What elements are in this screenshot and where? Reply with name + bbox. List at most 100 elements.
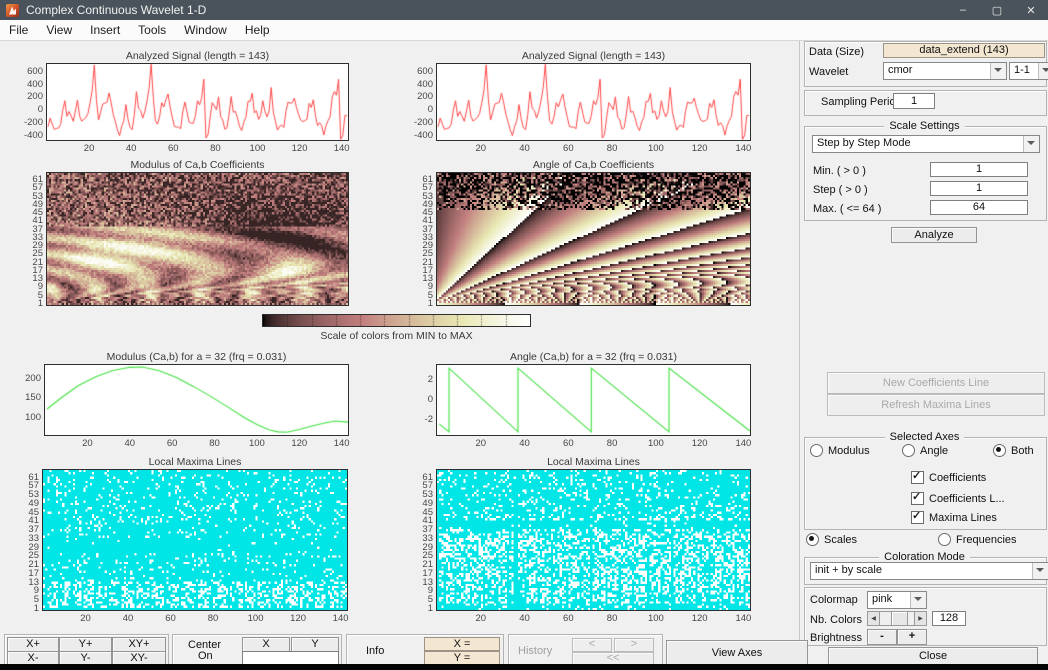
wavelet-family-dropdown[interactable]: cmor (883, 62, 1007, 80)
ytick-angle_line-0: 2 (403, 375, 433, 385)
plot-modulus_line[interactable] (44, 364, 349, 436)
radio-scales[interactable]: Scales (806, 533, 857, 546)
history-next-button[interactable]: > (614, 638, 654, 652)
xtick-angle_line-3: 80 (599, 439, 625, 449)
plot-signal_left[interactable] (46, 63, 349, 141)
ytick-signal_right-0: 600 (403, 67, 433, 77)
xtick-modulus_line-3: 80 (202, 439, 228, 449)
menu-window[interactable]: Window (175, 23, 236, 37)
maximize-icon[interactable]: ▢ (980, 0, 1014, 20)
menu-file[interactable]: File (0, 23, 37, 37)
slider-thumb[interactable] (891, 612, 908, 625)
xtick-angle_line-1: 40 (512, 439, 538, 449)
center-on-label2: On (198, 650, 213, 662)
zoom-y-plus-button[interactable]: Y+ (59, 637, 112, 652)
colorbar[interactable] (262, 314, 531, 327)
step-input[interactable]: 1 (930, 181, 1028, 196)
xtick-maxima_left-1: 40 (115, 614, 141, 624)
brightness-plus-button[interactable]: + (897, 629, 927, 645)
plot-canvas-signal_right[interactable] (437, 64, 750, 140)
plot-angle_coeffs[interactable] (436, 172, 751, 306)
plot-angle_line[interactable] (436, 364, 751, 436)
radio-both[interactable]: Both (993, 444, 1034, 457)
plot-canvas-maxima_left[interactable] (43, 470, 347, 610)
ytick-signal_right-3: 0 (403, 105, 433, 115)
refresh-maxima-lines-button[interactable]: Refresh Maxima Lines (827, 394, 1045, 416)
radio-icon (938, 533, 951, 546)
chevron-down-icon[interactable] (910, 592, 926, 608)
plot-signal_right[interactable] (436, 63, 751, 141)
chevron-down-icon[interactable] (1023, 136, 1039, 152)
ytick-maxima_right-15: 1 (403, 604, 433, 614)
plot-canvas-angle_coeffs[interactable] (437, 173, 750, 305)
plot-maxima_left[interactable] (42, 469, 348, 611)
max-input[interactable]: 64 (930, 200, 1028, 215)
ytick-angle_line-2: -2 (403, 415, 433, 425)
menu-help[interactable]: Help (236, 23, 279, 37)
sampling-period-input[interactable]: 1 (893, 93, 935, 109)
radio-angle[interactable]: Angle (902, 444, 948, 457)
xtick-maxima_left-2: 60 (158, 614, 184, 624)
checkbox-coefficients-label: Coefficients (929, 472, 986, 484)
radio-scales-label: Scales (824, 534, 857, 546)
ytick-signal_left-4: -200 (13, 118, 43, 128)
xtick-signal_left-6: 140 (329, 144, 355, 154)
wavelet-number-dropdown[interactable]: 1-1 (1009, 62, 1048, 80)
plot-modulus_coeffs[interactable] (46, 172, 349, 306)
plot-title-maxima_right: Local Maxima Lines (437, 456, 750, 468)
analyze-button[interactable]: Analyze (891, 227, 977, 243)
new-coefficients-line-button[interactable]: New Coefficients Line (827, 372, 1045, 394)
zoom-x-plus-button[interactable]: X+ (7, 637, 59, 652)
plot-canvas-modulus_coeffs[interactable] (47, 173, 348, 305)
checkbox-coefficients-line[interactable]: Coefficients L... (911, 492, 1005, 505)
nb-colors-input[interactable]: 128 (932, 611, 966, 626)
coloration-mode-dropdown[interactable]: init + by scale (810, 562, 1048, 580)
panel-divider (799, 41, 800, 664)
minimize-icon[interactable]: – (946, 0, 980, 20)
min-input[interactable]: 1 (930, 162, 1028, 177)
xtick-signal_left-4: 100 (244, 144, 270, 154)
menu-view[interactable]: View (37, 23, 81, 37)
nb-colors-slider[interactable]: ◀ ▶ (867, 611, 927, 626)
scale-mode-dropdown[interactable]: Step by Step Mode (812, 135, 1040, 153)
radio-modulus[interactable]: Modulus (810, 444, 870, 457)
center-y-button[interactable]: Y (291, 637, 339, 652)
plot-maxima_right[interactable] (436, 469, 751, 611)
checkbox-maxima-lines[interactable]: Maxima Lines (911, 511, 997, 524)
center-x-button[interactable]: X (242, 637, 290, 652)
radio-frequencies[interactable]: Frequencies (938, 533, 1017, 546)
menu-insert[interactable]: Insert (81, 23, 129, 37)
close-icon[interactable]: ✕ (1014, 0, 1048, 20)
plot-canvas-angle_line[interactable] (437, 365, 750, 435)
colormap-dropdown[interactable]: pink (867, 591, 927, 609)
close-button[interactable]: Close (828, 647, 1038, 665)
slider-right-arrow-icon[interactable]: ▶ (914, 612, 926, 625)
history-prev-button[interactable]: < (572, 638, 612, 652)
checkbox-coefficients[interactable]: Coefficients (911, 471, 986, 484)
view-axes-button[interactable]: View Axes (666, 640, 808, 666)
slider-left-arrow-icon[interactable]: ◀ (868, 612, 880, 625)
xtick-angle_line-4: 100 (643, 439, 669, 449)
chevron-down-icon[interactable] (1038, 63, 1048, 79)
colorbar-canvas[interactable] (263, 315, 530, 326)
zoom-xy-plus-button[interactable]: XY+ (112, 637, 166, 652)
chevron-down-icon[interactable] (1032, 563, 1048, 579)
ytick-signal_left-2: 200 (13, 92, 43, 102)
menu-tools[interactable]: Tools (129, 23, 175, 37)
xtick-angle_line-2: 60 (555, 439, 581, 449)
chevron-down-icon[interactable] (990, 63, 1006, 79)
brightness-minus-button[interactable]: - (867, 629, 897, 645)
xtick-maxima_right-3: 80 (599, 614, 625, 624)
center-on-input[interactable] (242, 651, 339, 665)
selected-axes-legend: Selected Axes (804, 431, 1045, 443)
coloration-mode-value: init + by scale (811, 563, 1032, 579)
plot-canvas-modulus_line[interactable] (45, 365, 348, 435)
plot-canvas-maxima_right[interactable] (437, 470, 750, 610)
data-name-display[interactable]: data_extend (143) (883, 43, 1045, 58)
plot-title-maxima_left: Local Maxima Lines (43, 456, 347, 468)
ytick-signal_right-4: -200 (403, 118, 433, 128)
checkbox-icon (911, 471, 924, 484)
plot-canvas-signal_left[interactable] (47, 64, 348, 140)
ytick-signal_left-1: 400 (13, 80, 43, 90)
radio-icon (993, 444, 1006, 457)
